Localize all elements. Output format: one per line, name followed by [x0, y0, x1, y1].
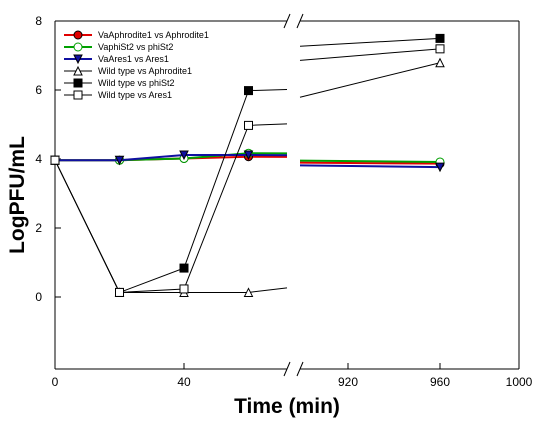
data-point — [435, 162, 445, 173]
series-line — [54, 123, 288, 293]
series-3 — [50, 150, 445, 173]
x-tick-label: 960 — [430, 375, 450, 389]
x-tick-label: 920 — [338, 375, 358, 389]
legend-label: Wild type vs Aphrodite1 — [98, 66, 192, 76]
legend-marker — [73, 54, 83, 65]
legend-marker — [73, 65, 83, 76]
y-tick-label: 0 — [35, 290, 42, 304]
series-line — [54, 89, 288, 294]
data-point — [179, 150, 189, 161]
legend-label: VaAres1 vs Ares1 — [98, 54, 169, 64]
y-tick-label: 4 — [35, 152, 42, 166]
data-point — [50, 155, 60, 165]
legend-label: VaAphrodite1 vs Aphrodite1 — [98, 30, 209, 40]
series-line — [299, 159, 441, 163]
axis-break-mark-bottom-1 — [283, 361, 291, 377]
legend: VaAphrodite1 vs Aphrodite1 VaphiSt2 vs ph… — [64, 30, 209, 100]
data-point — [435, 33, 445, 43]
y-axis-title: LogPFU/mL — [6, 136, 29, 254]
y-tick-label: 8 — [35, 14, 42, 28]
legend-marker — [73, 78, 83, 88]
series-line — [299, 62, 441, 98]
legend-entry: VaAphrodite1 vs Aphrodite1 — [64, 30, 209, 40]
data-point — [114, 155, 125, 166]
data-point — [435, 44, 445, 54]
legend-entry: Wild type vs Aphrodite1 — [64, 65, 192, 76]
series-layer — [50, 33, 445, 297]
legend-entry: Wild type vs phiSt2 — [64, 78, 175, 88]
series-line — [299, 48, 441, 61]
legend-entry: VaAres1 vs Ares1 — [64, 54, 169, 65]
series-6 — [50, 44, 445, 297]
y-tick-label: 2 — [35, 221, 42, 235]
data-point — [179, 284, 189, 294]
axis-break-mark-top-1 — [283, 13, 291, 29]
x-axis-title: Time (min) — [234, 395, 340, 418]
data-point — [179, 263, 189, 273]
legend-label: VaphiSt2 vs phiSt2 — [98, 42, 173, 52]
series-line — [299, 164, 441, 169]
legend-entry: VaphiSt2 vs phiSt2 — [64, 42, 173, 52]
x-ticks: 0 40 920 960 1000 — [52, 363, 533, 389]
y-tick-label: 6 — [35, 83, 42, 97]
legend-marker — [73, 30, 83, 40]
data-point — [243, 287, 254, 297]
legend-marker — [73, 90, 83, 100]
legend-marker — [73, 42, 83, 52]
data-point — [244, 120, 253, 130]
data-point — [115, 287, 124, 297]
data-point — [435, 57, 445, 68]
legend-label: Wild type vs Ares1 — [98, 90, 172, 100]
x-tick-label: 40 — [177, 375, 191, 389]
axis-break-mark-bottom-2 — [296, 361, 304, 377]
series-line — [299, 161, 441, 165]
x-tick-label: 1000 — [506, 375, 533, 389]
axis-break-mark-top-2 — [296, 13, 304, 29]
data-point — [244, 86, 253, 96]
legend-entry: Wild type vs Ares1 — [64, 90, 172, 100]
data-point — [243, 150, 254, 161]
legend-label: Wild type vs phiSt2 — [98, 78, 175, 88]
x-tick-label: 0 — [52, 375, 59, 389]
axes-frame — [54, 13, 520, 377]
series-line — [299, 37, 441, 47]
